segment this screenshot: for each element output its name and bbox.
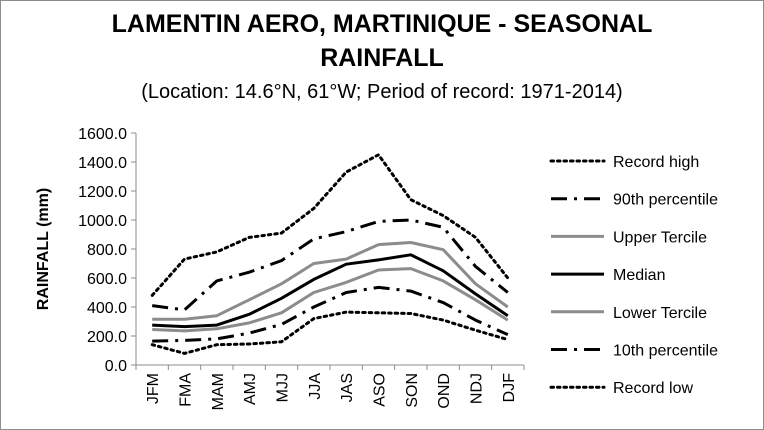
legend-label: Lower Tercile <box>613 305 707 322</box>
series-line-record-low <box>150 310 510 355</box>
x-tick-label: MJJ <box>275 373 292 402</box>
x-tick-label: NDJ <box>469 373 486 404</box>
legend-label: Record low <box>613 380 693 397</box>
chart-title-line-1: LAMENTIN AERO, MARTINIQUE - SEASONAL <box>111 10 653 38</box>
legend-label: 10th percentile <box>613 343 718 360</box>
y-tick-label: 800.0 <box>87 242 127 259</box>
legend-label: Record high <box>613 154 699 171</box>
x-tick-label: ASO <box>372 373 389 407</box>
chart-title-line-2: RAINFALL <box>320 44 444 72</box>
chart-axes: 0.0 200.0 400.0 600.0 800.0 1000.0 1200.0 1400.… <box>35 126 525 410</box>
x-tick-label: OND <box>436 373 453 409</box>
y-tick-label: 400.0 <box>87 300 127 317</box>
y-tick-label: 200.0 <box>87 329 127 346</box>
legend-label: Median <box>613 267 665 284</box>
x-tick-label: MAM <box>210 373 227 410</box>
series-line-lower-tercile <box>152 267 509 333</box>
chart-subtitle: (Location: 14.6°N, 61°W; Period of recor… <box>141 81 623 103</box>
x-tick-label: JFM <box>145 373 162 404</box>
y-tick-label: 1400.0 <box>78 155 127 172</box>
series-line-upper-tercile <box>152 241 509 321</box>
legend-label: Upper Tercile <box>613 229 707 246</box>
x-tick-label: FMA <box>178 373 195 407</box>
x-tick-label: JAS <box>339 373 356 402</box>
chart-legend: Record high 90th percentile Upper Tercile M… <box>549 154 718 397</box>
series-line-10th-percentile <box>152 285 509 343</box>
y-tick-label: 1600.0 <box>78 126 127 143</box>
y-tick-label: 600.0 <box>87 271 127 288</box>
x-tick-label: JJA <box>307 373 324 400</box>
y-tick-label: 0.0 <box>105 358 127 375</box>
legend-label: 90th percentile <box>613 192 718 209</box>
x-tick-label: DJF <box>501 373 518 403</box>
plot-area <box>150 153 510 355</box>
y-axis-title: RAINFALL (mm) <box>35 188 52 310</box>
y-tick-label: 1200.0 <box>78 184 127 201</box>
series-line-median <box>152 253 509 329</box>
series-line-record-high <box>150 153 510 297</box>
series-line-90th-percentile <box>152 218 509 312</box>
x-tick-label: SON <box>404 373 421 408</box>
y-tick-label: 1000.0 <box>78 213 127 230</box>
x-tick-label: AMJ <box>242 373 259 405</box>
